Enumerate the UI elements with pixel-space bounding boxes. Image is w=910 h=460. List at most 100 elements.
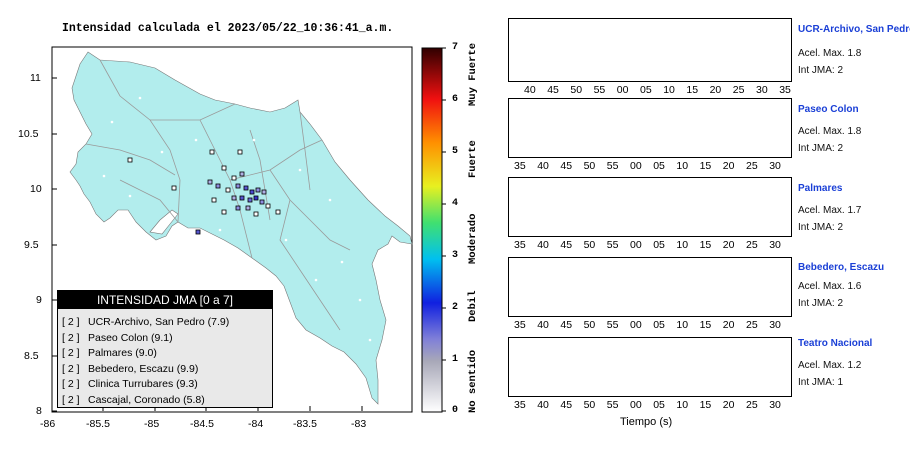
trace-panel-2	[508, 98, 792, 158]
x-tick: -84	[248, 418, 264, 430]
trace-tick-label: 45	[547, 84, 559, 96]
trace-tick-label: 30	[769, 239, 781, 251]
trace-tick-label: 15	[686, 84, 699, 96]
trace-tick-label: 55	[606, 239, 619, 251]
trace-tick-label: 15	[699, 399, 712, 411]
trace-tick-label: 15	[699, 239, 712, 251]
trace-tick-label: 15	[699, 160, 712, 172]
station-markers	[127, 149, 281, 235]
trace-tick-label: 35	[779, 84, 791, 96]
trace-tick-label: 30	[769, 319, 781, 331]
trace-panel-5	[508, 337, 792, 397]
trace-tick-label: 45	[560, 399, 573, 411]
trace-tick-label: 35	[514, 319, 526, 331]
trace-tick-label: 30	[756, 84, 768, 96]
legend-row: [ 2 ] Bebedero, Escazu (9.9)	[62, 362, 199, 375]
y-tick: 8	[36, 405, 42, 417]
trace-tick-label: 20	[722, 319, 735, 331]
trace-tick-label: 55	[593, 84, 606, 96]
colorbar	[421, 47, 443, 413]
trace-tick-label: 05	[653, 239, 665, 251]
trace-tick-label: 25	[746, 239, 758, 251]
station-info-5: Acel. Max. 1.2 Int JMA: 1	[798, 360, 862, 388]
trace-tick-label: 50	[583, 319, 596, 331]
legend-row: [ 2 ] UCR-Archivo, San Pedro (7.9)	[62, 316, 230, 328]
y-tick: 8.5	[24, 350, 39, 362]
colorbar-tick: 6	[452, 94, 459, 105]
intensity-word-muy-fuerte: Muy Fuerte	[467, 42, 479, 106]
intensity-word-no-sentido: No sentido	[467, 349, 479, 413]
trace-tick-label: 00	[630, 319, 642, 331]
intensity-word-debil: Debil	[467, 290, 479, 322]
trace-tick-label: 05	[653, 319, 665, 331]
trace-tick-label: 10	[676, 239, 689, 251]
station-name-5: Teatro Nacional	[798, 338, 873, 349]
trace-tick-label: 45	[560, 319, 573, 331]
trace-tick-label: 15	[699, 319, 712, 331]
trace-tick-label: 40	[537, 319, 549, 331]
trace-tick-label: 40	[537, 239, 549, 251]
trace-tick-label: 00	[630, 239, 642, 251]
colorbar-tick: 1	[452, 354, 459, 365]
trace-panel-4	[508, 257, 792, 317]
x-tick: -86	[40, 418, 56, 430]
legend-row: [ 2 ] Palmares (9.0)	[62, 347, 157, 359]
trace-tick-label: 45	[560, 160, 573, 172]
trace-tick-label: 25	[746, 399, 758, 411]
x-tick: -83	[351, 418, 367, 430]
intensity-word-fuerte: Fuerte	[467, 140, 479, 178]
trace-panel-3	[508, 177, 792, 237]
trace-tick-label: 20	[709, 84, 722, 96]
colorbar-tick: 0	[452, 405, 459, 416]
trace-tick-label: 35	[514, 239, 526, 251]
trace-tick-label: 30	[769, 160, 781, 172]
trace-tick-label: 50	[583, 160, 596, 172]
y-tick: 10.5	[18, 128, 39, 140]
intensity-legend: INTENSIDAD JMA [0 a 7] [ 2 ] UCR-Archivo,…	[57, 290, 273, 408]
trace-tick-label: 00	[630, 160, 642, 172]
x-tick: -85	[144, 418, 160, 430]
country-shape	[69, 51, 413, 405]
trace-tick-label: 20	[722, 239, 735, 251]
trace-tick-label: 35	[514, 399, 526, 411]
legend-title: INTENSIDAD JMA [0 a 7]	[58, 291, 272, 309]
legend-row: [ 2 ] Paseo Colon (9.1)	[62, 331, 173, 344]
trace-tick-label: 05	[653, 399, 665, 411]
trace-tick-label: 25	[746, 160, 758, 172]
station-info-1: Acel. Max. 1.8 Int JMA: 2	[798, 48, 862, 76]
map-title: Intensidad calculada el 2023/05/22_10:36…	[62, 22, 394, 35]
colorbar-tick: 2	[452, 302, 459, 313]
trace-tick-label: 50	[583, 239, 596, 251]
trace-tick-label: 35	[514, 160, 526, 172]
station-name-4: Bebedero, Escazu	[798, 262, 885, 273]
x-tick: -83.5	[293, 418, 317, 430]
trace-tick-label: 10	[676, 399, 689, 411]
station-name-1: UCR-Archivo, San Pedro	[798, 24, 910, 35]
trace-panel-1	[508, 18, 792, 82]
trace-tick-label: 50	[570, 84, 583, 96]
intensity-word-moderado: Moderado	[467, 213, 479, 264]
colorbar-tick: 4	[452, 198, 459, 209]
trace-tick-label: 25	[732, 84, 745, 96]
trace-tick-label: 55	[606, 160, 619, 172]
trace-tick-label: 50	[583, 399, 596, 411]
colorbar-tick: 7	[452, 42, 459, 53]
trace-tick-label: 20	[722, 399, 735, 411]
trace-tick-label: 40	[524, 84, 536, 96]
y-tick: 10	[30, 183, 42, 195]
trace-tick-label: 25	[746, 319, 758, 331]
y-tick: 9.5	[24, 239, 39, 251]
trace-tick-label: 10	[676, 319, 689, 331]
province-boundaries	[85, 59, 351, 331]
legend-row: [ 2 ] Clinica Turrubares (9.3)	[62, 378, 198, 390]
trace-tick-label: 55	[606, 399, 619, 411]
x-tick: -85.5	[86, 418, 110, 430]
time-axis-label: Tiempo (s)	[620, 416, 673, 428]
colorbar-tick: 3	[452, 250, 459, 261]
y-tick: 11	[30, 72, 41, 84]
trace-tick-label: 05	[653, 160, 665, 172]
x-tick: -84.5	[190, 418, 214, 430]
trace-tick-label: 55	[606, 319, 619, 331]
station-name-3: Palmares	[798, 183, 843, 194]
trace-tick-label: 05	[640, 84, 652, 96]
